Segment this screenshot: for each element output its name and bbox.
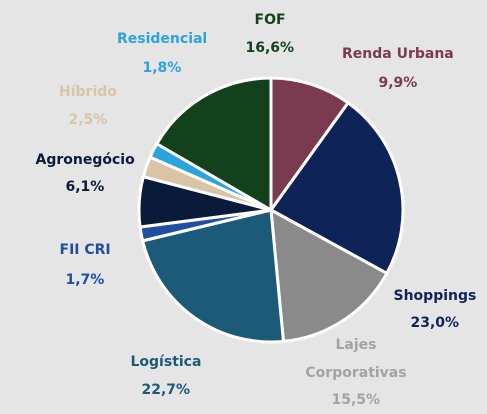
slice-value: 9,9% (378, 75, 418, 91)
slice-name: Residencial (117, 31, 208, 47)
slice-value: 15,5% (331, 392, 381, 408)
slice-name: Renda Urbana (342, 46, 454, 62)
pie-slice (141, 208, 285, 344)
slice-name: Lajes Corporativas (305, 337, 407, 381)
slice-value: 23,0% (410, 315, 460, 331)
pie-slice (269, 208, 389, 343)
pie-slice (269, 76, 350, 212)
slice-value: 6,1% (65, 179, 105, 195)
slice-value: 16,6% (245, 40, 295, 56)
slice-value: 1,7% (65, 272, 105, 288)
slice-value: 1,8% (142, 60, 182, 76)
slice-name: Híbrido (59, 84, 117, 100)
slice-name: FII CRI (59, 242, 111, 258)
pie-slice (155, 76, 273, 212)
slice-value: 2,5% (68, 112, 108, 128)
slice-name: Logística (130, 354, 202, 370)
slice-name: Agronegócio (35, 152, 135, 168)
slice-name: FOF (254, 12, 286, 28)
slice-name: Shoppings (393, 288, 477, 304)
pie-slice (269, 101, 405, 275)
slice-value: 22,7% (141, 382, 191, 398)
